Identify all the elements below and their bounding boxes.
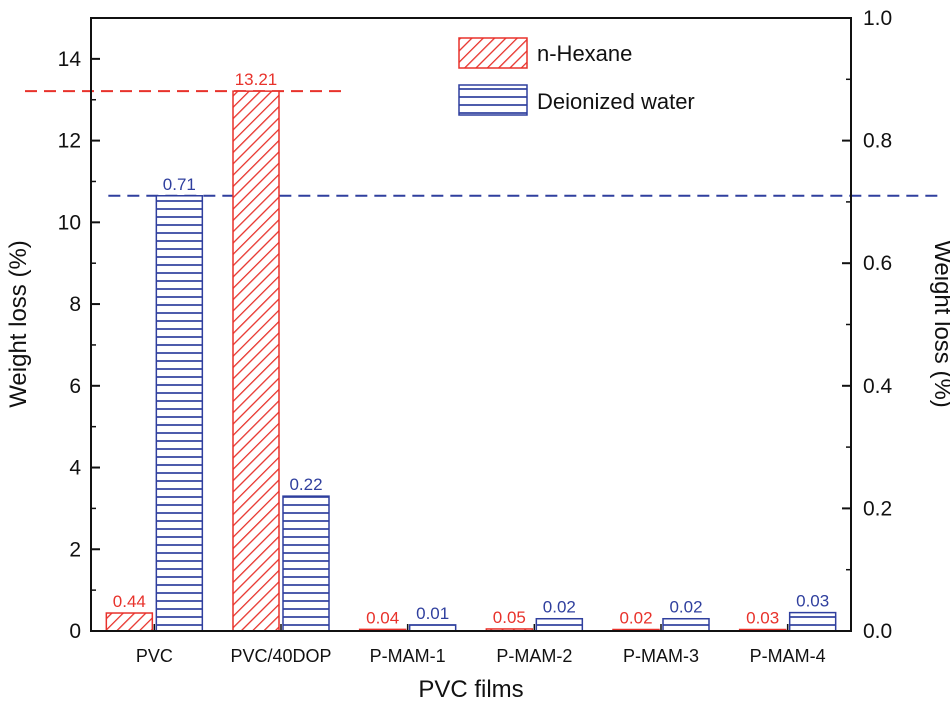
left-tick-label: 4 <box>69 457 81 480</box>
bar-data-labels: 0.44 13.21 0.04 0.05 0.02 0.03 0.71 0.22 0.01 0.0… <box>113 70 829 627</box>
data-label-n-hexane: 13.21 <box>235 70 278 89</box>
bar-deionized-water-p-mam-4 <box>788 611 837 632</box>
bar-deionized-water-p-mam-3 <box>662 617 710 632</box>
data-label-n-hexane: 0.44 <box>113 592 146 611</box>
category-labels: PVC PVC/40DOP P-MAM-1 P-MAM-2 P-MAM-3 P-MAM-4 <box>136 624 826 666</box>
legend-label-n-hexane: n-Hexane <box>537 41 632 66</box>
data-label-n-hexane: 0.05 <box>493 608 526 627</box>
category-label: PVC <box>136 646 173 666</box>
bar-n-hexane-pvc-40dop <box>232 90 280 632</box>
data-label-deionized-water: 0.22 <box>289 475 322 494</box>
bar-deionized-water-p-mam-2 <box>535 617 584 632</box>
left-tick-label: 6 <box>69 375 81 398</box>
data-label-n-hexane: 0.03 <box>746 609 779 628</box>
data-label-deionized-water: 0.01 <box>416 604 449 623</box>
left-tick-label: 0 <box>69 620 81 643</box>
left-tick-label: 10 <box>58 211 81 234</box>
category-label: P-MAM-1 <box>370 646 446 666</box>
right-tick-label: 0.6 <box>863 252 892 275</box>
left-axis-ticks: 0 2 4 6 8 10 12 14 <box>58 48 100 643</box>
left-tick-label: 8 <box>69 293 81 316</box>
right-axis-ticks: 0.0 0.2 0.4 0.6 0.8 1.0 <box>842 7 893 643</box>
data-label-deionized-water: 0.71 <box>163 175 196 194</box>
data-label-n-hexane: 0.02 <box>619 609 652 628</box>
right-tick-label: 0.0 <box>863 620 892 643</box>
category-label: P-MAM-2 <box>496 646 572 666</box>
data-label-deionized-water: 0.02 <box>543 598 576 617</box>
bar-deionized-water-pvc-40dop <box>282 495 330 632</box>
category-label: P-MAM-3 <box>623 646 699 666</box>
legend-swatch-n-hexane <box>458 37 528 69</box>
data-label-deionized-water: 0.03 <box>796 592 829 611</box>
legend: n-Hexane Deionized water <box>458 37 695 116</box>
left-tick-label: 2 <box>69 538 81 561</box>
data-label-n-hexane: 0.04 <box>366 608 399 627</box>
right-tick-label: 0.8 <box>863 130 892 153</box>
legend-swatch-deionized-water <box>458 84 528 116</box>
right-tick-label: 0.4 <box>863 375 893 398</box>
right-tick-label: 1.0 <box>863 7 892 30</box>
legend-label-deionized-water: Deionized water <box>537 89 695 114</box>
bar-deionized-water-pvc <box>155 195 204 632</box>
y-axis-title-left: Weight loss (%) <box>5 240 32 408</box>
y-axis-title-right: Weight loss (%) <box>929 240 950 408</box>
left-tick-label: 14 <box>58 48 82 71</box>
category-label: P-MAM-4 <box>750 646 826 666</box>
left-tick-label: 12 <box>58 130 81 153</box>
data-label-deionized-water: 0.02 <box>669 598 702 617</box>
right-tick-label: 0.2 <box>863 497 892 520</box>
bars <box>105 90 837 632</box>
category-label: PVC/40DOP <box>230 646 331 666</box>
bar-n-hexane-pvc <box>105 612 154 632</box>
x-axis-title: PVC films <box>418 676 523 703</box>
